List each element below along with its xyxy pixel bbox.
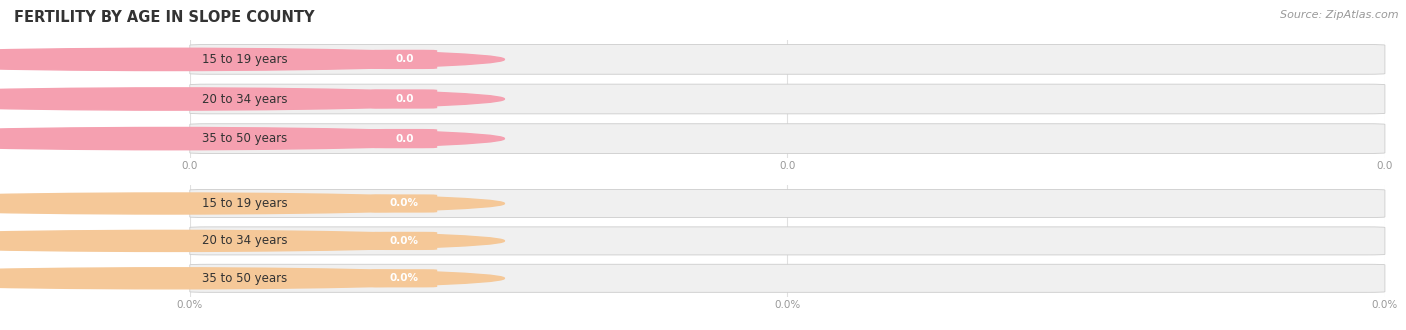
FancyBboxPatch shape: [190, 84, 1385, 114]
Circle shape: [0, 127, 505, 150]
FancyBboxPatch shape: [371, 194, 437, 213]
Text: 0.0: 0.0: [395, 94, 413, 104]
FancyBboxPatch shape: [190, 45, 1385, 74]
Text: 0.0: 0.0: [395, 134, 413, 144]
FancyBboxPatch shape: [190, 264, 1385, 292]
Text: 0.0%: 0.0%: [389, 199, 419, 209]
Text: 15 to 19 years: 15 to 19 years: [202, 197, 287, 210]
FancyBboxPatch shape: [190, 124, 1385, 153]
FancyBboxPatch shape: [371, 232, 437, 250]
Circle shape: [0, 268, 505, 289]
Circle shape: [0, 230, 505, 251]
Text: 35 to 50 years: 35 to 50 years: [202, 272, 287, 285]
FancyBboxPatch shape: [190, 189, 1385, 217]
FancyBboxPatch shape: [371, 50, 437, 69]
Circle shape: [0, 88, 505, 110]
Text: 0.0%: 0.0%: [389, 236, 419, 246]
Circle shape: [0, 193, 505, 214]
Text: 20 to 34 years: 20 to 34 years: [202, 234, 287, 248]
Text: 0.0: 0.0: [395, 54, 413, 64]
FancyBboxPatch shape: [371, 269, 437, 287]
Text: 15 to 19 years: 15 to 19 years: [202, 53, 287, 66]
Text: FERTILITY BY AGE IN SLOPE COUNTY: FERTILITY BY AGE IN SLOPE COUNTY: [14, 10, 315, 25]
FancyBboxPatch shape: [371, 89, 437, 109]
FancyBboxPatch shape: [190, 227, 1385, 255]
Text: 0.0%: 0.0%: [389, 273, 419, 283]
FancyBboxPatch shape: [371, 129, 437, 148]
Text: Source: ZipAtlas.com: Source: ZipAtlas.com: [1281, 10, 1399, 20]
Text: 20 to 34 years: 20 to 34 years: [202, 92, 287, 106]
Text: 35 to 50 years: 35 to 50 years: [202, 132, 287, 145]
Circle shape: [0, 48, 505, 71]
